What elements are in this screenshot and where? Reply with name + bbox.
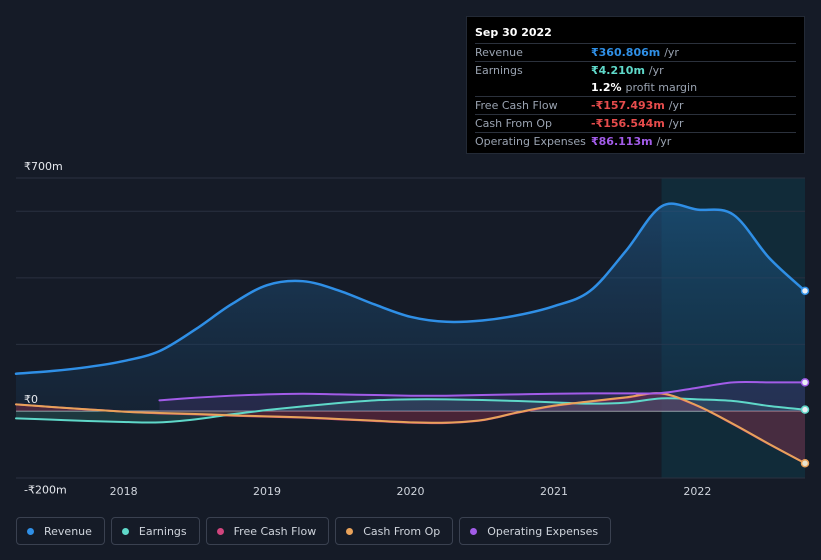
legend-item-operating-expenses[interactable]: Operating Expenses	[459, 517, 612, 545]
earnings-line	[15, 397, 806, 424]
tooltip-row-earnings: Earnings ₹4.210m /yr	[475, 62, 796, 79]
free-cash-flow-area	[16, 393, 805, 464]
tooltip-label: Operating Expenses	[475, 135, 586, 148]
tooltip-label: Earnings	[475, 64, 523, 77]
legend-dot-icon	[346, 527, 354, 535]
tooltip-date: Sep 30 2022	[475, 24, 796, 44]
legend-item-revenue[interactable]: Revenue	[16, 517, 105, 545]
legend-item-earnings[interactable]: Earnings	[110, 517, 200, 545]
legend-label: Operating Expenses	[487, 524, 599, 538]
y-tick-label: ₹0	[24, 393, 38, 406]
tooltip-unit: /yr	[648, 64, 664, 77]
tooltip-row-opex: Operating Expenses ₹86.113m /yr	[475, 133, 796, 150]
tooltip-value: ₹86.113m	[591, 135, 653, 148]
legend-dot-icon	[121, 527, 129, 535]
revenue-endpoint	[800, 286, 810, 296]
tooltip-unit: /yr	[668, 99, 684, 112]
tooltip-value: 1.2%	[591, 81, 622, 94]
legend-item-cash-from-op[interactable]: Cash From Op	[335, 517, 454, 545]
tooltip-label	[475, 79, 591, 96]
tooltip-row-fcf: Free Cash Flow -₹157.493m /yr	[475, 97, 796, 115]
tooltip-label: Revenue	[475, 46, 523, 59]
legend-label: Free Cash Flow	[233, 524, 317, 538]
revenue-area	[16, 203, 805, 411]
tooltip-unit: profit margin	[625, 81, 698, 94]
x-tick-label: 2020	[397, 485, 425, 498]
y-tick-label: -₹200m	[24, 484, 67, 497]
tooltip-value: -₹157.493m	[591, 99, 665, 112]
x-tick-label: 2022	[683, 485, 711, 498]
legend-label: Cash From Op	[363, 524, 441, 538]
tooltip-panel: Sep 30 2022 Revenue ₹360.806m /yr Earnin…	[466, 16, 805, 154]
tooltip-row-revenue: Revenue ₹360.806m /yr	[475, 44, 796, 62]
earnings-endpoint	[800, 405, 810, 414]
tooltip-row-margin: 1.2% profit margin	[475, 79, 796, 97]
y-tick-label: ₹700m	[24, 160, 63, 173]
legend-dot-icon	[216, 527, 224, 535]
tooltip-unit: /yr	[656, 135, 672, 148]
tooltip-value: -₹156.544m	[591, 117, 665, 130]
cash-from-op-endpoint	[800, 459, 810, 468]
legend: Revenue Earnings Free Cash Flow Cash Fro…	[16, 517, 617, 545]
x-tick-label: 2018	[110, 485, 138, 498]
tooltip-label: Cash From Op	[475, 117, 553, 130]
legend-item-free-cash-flow[interactable]: Free Cash Flow	[205, 517, 330, 545]
operating-expenses-line	[158, 380, 806, 402]
legend-label: Revenue	[44, 524, 92, 538]
tooltip-unit: /yr	[664, 46, 679, 59]
tooltip-value: ₹360.806m	[591, 46, 661, 59]
legend-dot-icon	[470, 527, 478, 535]
legend-dot-icon	[27, 527, 34, 535]
revenue-line	[14, 202, 807, 375]
cash-from-op-line	[15, 392, 806, 465]
x-tick-label: 2021	[540, 485, 568, 498]
tooltip-row-cfo: Cash From Op -₹156.544m /yr	[475, 115, 796, 133]
x-tick-label: 2019	[253, 485, 281, 498]
legend-label: Earnings	[138, 524, 187, 538]
tooltip-value: ₹4.210m	[591, 64, 645, 77]
tooltip-label: Free Cash Flow	[475, 99, 558, 112]
tooltip-unit: /yr	[668, 117, 684, 130]
operating-expenses-endpoint	[800, 378, 810, 387]
